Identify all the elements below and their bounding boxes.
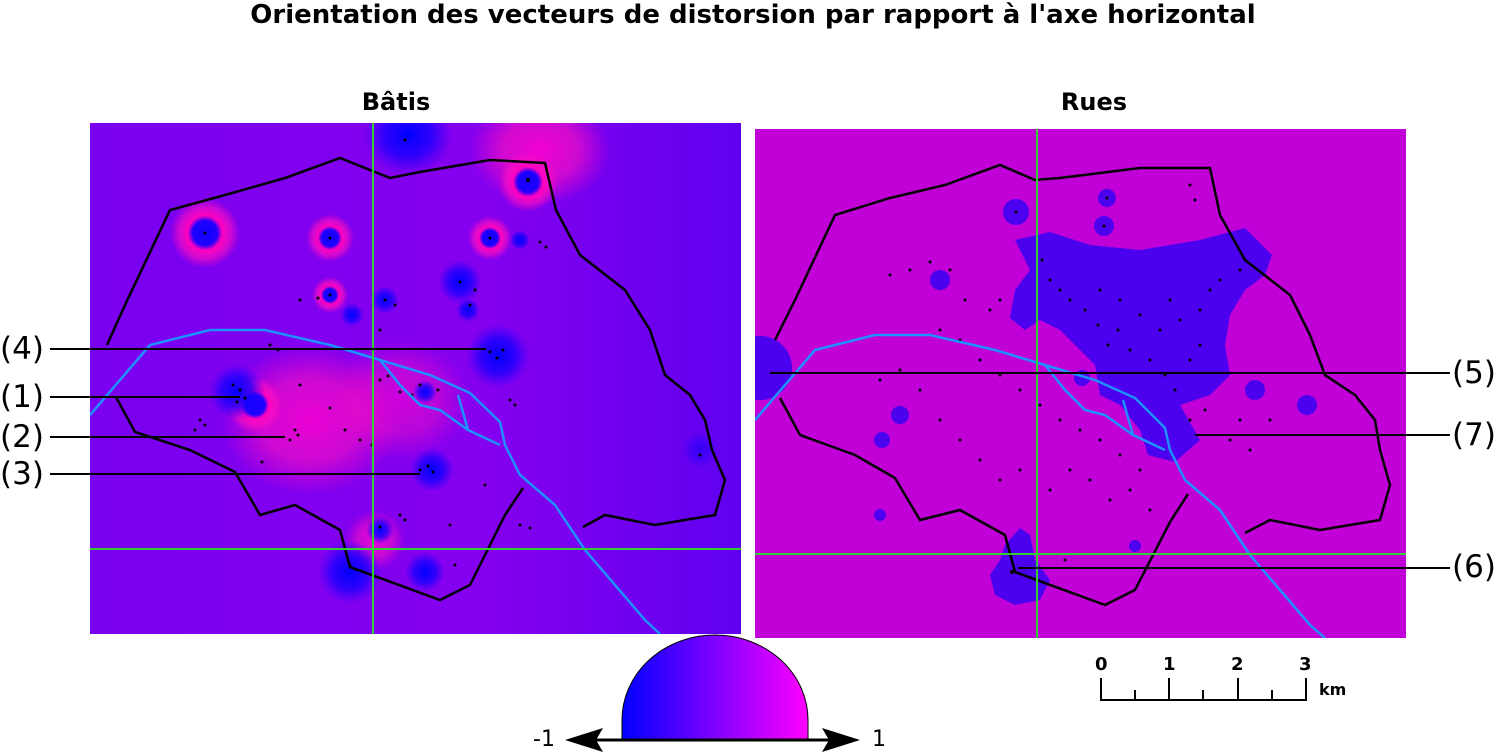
batis-blue-zone <box>318 540 382 604</box>
legend-semicircle <box>621 634 809 741</box>
rues-river-arm <box>1044 364 1166 452</box>
batis-boundary-north <box>105 156 727 529</box>
legend-arrow-left-icon <box>565 728 603 752</box>
rues-boundary-north <box>773 163 1392 535</box>
rues-river <box>755 333 1326 638</box>
callout-1: (1) <box>0 379 44 415</box>
batis-blue-zone <box>405 552 445 592</box>
batis-blue-zone <box>466 324 530 388</box>
panel-title-rues: Rues <box>1060 88 1128 116</box>
scale-tick-2: 2 <box>1231 654 1244 675</box>
batis-pink-zone <box>330 340 470 460</box>
legend-min-label: -1 <box>533 727 555 752</box>
legend-arrow-right-icon <box>822 728 860 752</box>
batis-river-arm <box>379 359 501 447</box>
callout-leaders <box>50 348 1450 569</box>
batis-map-panel <box>90 123 741 634</box>
callout-4: (4) <box>0 331 44 367</box>
batis-river-arm <box>456 394 470 431</box>
scale-bar: 0 1 2 3 km <box>1095 654 1346 701</box>
legend-max-label: 1 <box>872 727 886 752</box>
color-legend: -1 1 <box>533 634 886 752</box>
figure-title: Orientation des vecteurs de distorsion p… <box>250 0 1256 30</box>
panel-title-batis: Bâtis <box>361 88 431 116</box>
callout-3: (3) <box>0 456 44 492</box>
scale-tick-3: 3 <box>1299 654 1312 675</box>
batis-blue-zone <box>363 123 453 175</box>
callout-5: (5) <box>1452 355 1496 391</box>
rues-map-panel <box>755 129 1406 638</box>
callout-6: (6) <box>1452 549 1496 585</box>
batis-blue-zone <box>410 448 454 492</box>
batis-blue-zone <box>340 303 364 327</box>
batis-blue-zone <box>209 364 265 420</box>
scale-tick-0: 0 <box>1095 654 1108 675</box>
scale-unit: km <box>1319 680 1346 699</box>
rues-boundary-south <box>778 397 1190 607</box>
rues-river-arm <box>1121 399 1135 436</box>
callout-2: (2) <box>0 419 44 455</box>
batis-blue-zone <box>510 230 530 250</box>
callout-7: (7) <box>1452 417 1496 453</box>
batis-blue-zone <box>366 516 394 544</box>
batis-blue-zone <box>456 298 480 322</box>
scale-tick-1: 1 <box>1163 654 1176 675</box>
batis-river <box>90 328 661 634</box>
batis-boundary-south <box>114 396 525 602</box>
rues-street-points <box>878 183 1272 574</box>
